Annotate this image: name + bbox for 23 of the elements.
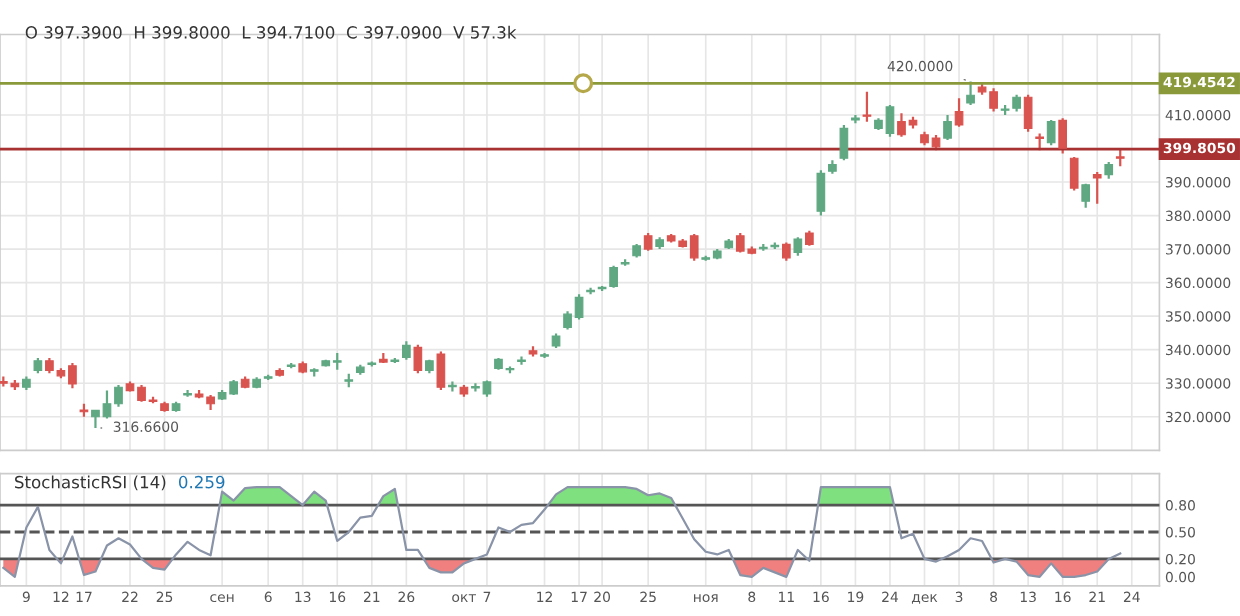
candlestick — [966, 80, 975, 107]
candlestick — [448, 380, 457, 393]
candlestick — [943, 113, 952, 142]
candlestick — [1023, 93, 1033, 133]
candlestick — [1046, 118, 1056, 147]
candlestick — [517, 355, 526, 366]
candlestick — [1081, 182, 1091, 209]
candlestick — [839, 123, 849, 162]
annotation: 0.259 — [178, 475, 225, 489]
candlestick — [413, 343, 423, 375]
chart-title: StochasticRSI (14) — [15, 475, 166, 491]
candlestick — [1092, 170, 1102, 205]
candlestick — [816, 169, 826, 217]
candlestick — [609, 264, 618, 289]
candlestick — [862, 90, 872, 123]
candlestick — [401, 340, 411, 361]
candlestick — [781, 241, 791, 262]
candlestick — [1069, 155, 1079, 192]
annotation: O 397.3900 H 399.8000 L 394.7100 C 397.0900 V 57.3k — [25, 25, 517, 39]
candlestick — [954, 97, 964, 128]
candlestick — [1058, 117, 1068, 155]
candlestick — [793, 236, 803, 257]
candlestick — [436, 350, 446, 392]
